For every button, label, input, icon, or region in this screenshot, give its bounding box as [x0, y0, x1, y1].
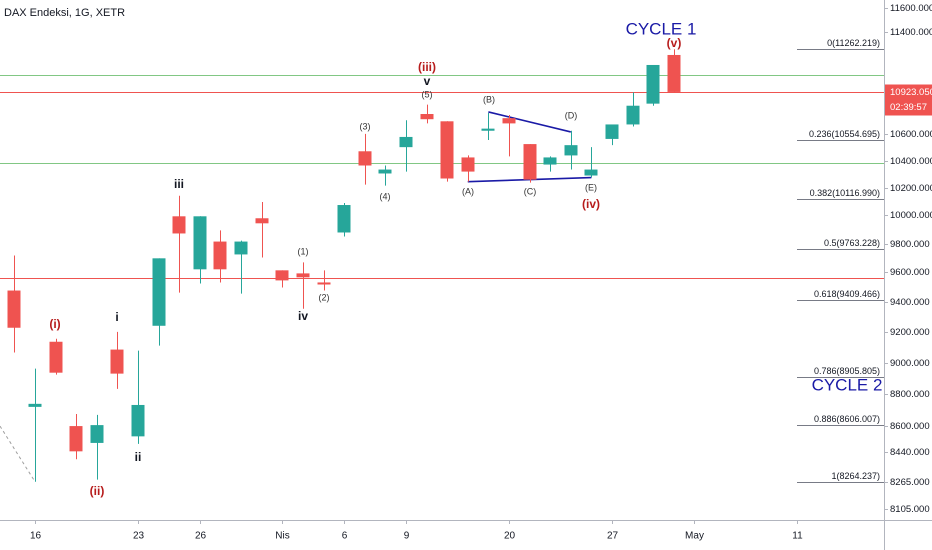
annotation: (2): [319, 292, 330, 302]
candle-body: [296, 273, 310, 278]
annotation: (v): [667, 36, 682, 50]
candle-body: [193, 216, 207, 270]
candle-body: [337, 205, 351, 233]
candle-body: [172, 216, 186, 234]
x-tick-label: 9: [404, 531, 410, 542]
fib-label: 0.786(8905.805): [814, 366, 880, 376]
candle-body: [481, 128, 495, 131]
annotation: CYCLE 1: [626, 19, 697, 38]
trend-line: [467, 176, 592, 183]
y-tick-label: 9400.000: [890, 297, 930, 308]
fib-label: 0.886(8606.007): [814, 414, 880, 424]
annotation: iv: [298, 309, 308, 323]
candle-body: [564, 145, 578, 156]
x-tick-label: 23: [133, 531, 145, 542]
x-tick-label: 20: [504, 531, 516, 542]
candle-body: [110, 349, 124, 374]
candle-body: [358, 151, 372, 166]
annotation: (iii): [418, 60, 436, 74]
annotation: (iv): [582, 197, 600, 211]
candle-body: [7, 290, 21, 328]
y-tick-label: 10200.000: [890, 183, 932, 194]
candle-body: [90, 425, 104, 443]
annotation: v: [424, 74, 431, 88]
x-tick-label: Nis: [275, 531, 289, 542]
y-tick-label: 10600.000: [890, 129, 932, 140]
annotation: (i): [49, 317, 60, 331]
annotation: i: [115, 310, 118, 324]
last-price-label: 10923.050: [890, 87, 932, 98]
annotation: (E): [585, 182, 597, 192]
candle-body: [234, 241, 248, 255]
x-tick-label: 27: [607, 531, 619, 542]
fib-label: 0.236(10554.695): [809, 129, 880, 139]
y-tick-label: 8800.000: [890, 389, 930, 400]
candle-body: [626, 105, 640, 125]
candle-body: [584, 169, 598, 176]
annotation: (5): [422, 89, 433, 99]
candle-body: [543, 157, 557, 165]
annotation: CYCLE 2: [812, 375, 883, 394]
last-price-box: [885, 84, 932, 116]
y-tick-label: 11400.000: [890, 27, 932, 38]
candle-body: [49, 341, 63, 373]
y-tick-label: 9600.000: [890, 267, 930, 278]
fib-label: 0(11262.219): [827, 38, 880, 48]
fib-label: 0.5(9763.228): [824, 238, 880, 248]
y-tick-label: 8440.000: [890, 447, 930, 458]
y-tick-label: 11600.000: [890, 3, 932, 14]
annotation: (1): [298, 246, 309, 256]
candle-body: [131, 404, 145, 437]
candle-body: [275, 270, 289, 281]
x-tick-label: May: [685, 531, 704, 542]
x-tick-label: 26: [195, 531, 207, 542]
annotation: (B): [483, 94, 495, 104]
candle-body: [378, 169, 392, 174]
annotation: ii: [135, 450, 142, 464]
y-tick-label: 9000.000: [890, 358, 930, 369]
candle-body: [440, 121, 454, 179]
annotation: (C): [524, 186, 537, 196]
y-tick-label: 9800.000: [890, 239, 930, 250]
annotation: iii: [174, 177, 184, 191]
annotation: (D): [565, 110, 578, 120]
candle-body: [255, 218, 269, 224]
fib-label: 1(8264.237): [831, 471, 880, 481]
annotation: (3): [360, 121, 371, 131]
y-tick-label: 8265.000: [890, 477, 930, 488]
y-tick-label: 10000.000: [890, 210, 932, 221]
candle-body: [646, 64, 660, 104]
trend-line: [0, 425, 36, 483]
candle-body: [152, 258, 166, 326]
y-tick-label: 8105.000: [890, 504, 930, 515]
candle-body: [667, 54, 681, 92]
annotation: (ii): [90, 484, 105, 498]
candle-body: [605, 124, 619, 139]
candle-body: [523, 144, 537, 180]
candle-body: [399, 136, 413, 148]
annotation: (4): [380, 191, 391, 201]
annotation: (A): [462, 186, 474, 196]
x-tick-label: 16: [30, 531, 42, 542]
candle-body: [28, 403, 42, 407]
y-tick-label: 8600.000: [890, 421, 930, 432]
candle-body: [317, 282, 331, 285]
candle-body: [461, 157, 475, 172]
candle-body: [502, 118, 516, 124]
y-tick-label: 9200.000: [890, 327, 930, 338]
fib-label: 0.618(9409.466): [814, 289, 880, 299]
countdown: 02:39:57: [890, 102, 927, 113]
x-tick-label: 6: [342, 531, 348, 542]
candle-body: [420, 114, 434, 120]
y-tick-label: 10400.000: [890, 156, 932, 167]
chart-title: DAX Endeksi, 1G, XETR: [4, 7, 125, 19]
trend-line: [488, 111, 571, 133]
candle-body: [213, 241, 227, 270]
fib-label: 0.382(10116.990): [810, 188, 880, 198]
candle-body: [69, 426, 83, 452]
x-tick-label: 11: [792, 531, 803, 542]
